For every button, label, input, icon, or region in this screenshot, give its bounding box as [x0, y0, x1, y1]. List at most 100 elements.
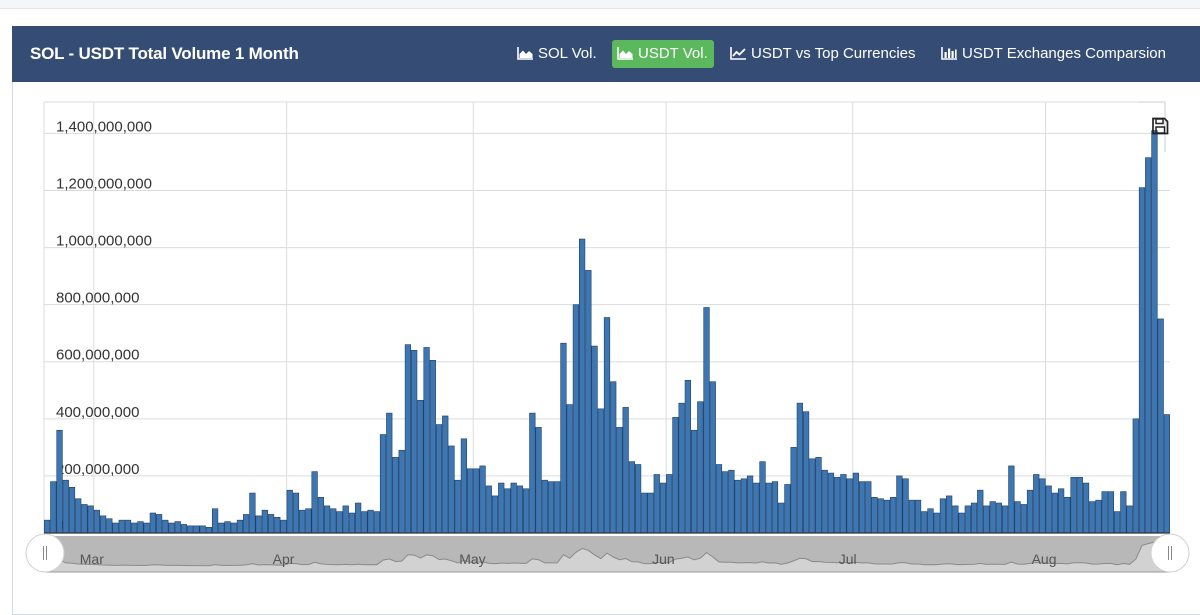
volume-bar — [311, 471, 318, 534]
area-chart-icon — [517, 47, 533, 60]
volume-bar — [740, 478, 747, 534]
volume-bar — [715, 464, 723, 534]
volume-bar — [840, 474, 847, 534]
volume-bar — [249, 492, 256, 534]
month-label: May — [459, 551, 485, 567]
volume-bar — [852, 472, 859, 534]
volume-bar — [933, 512, 940, 534]
volume-bar — [448, 445, 455, 534]
volume-bar — [821, 469, 828, 534]
y-tick-label: 1,200,000,000 — [56, 175, 152, 192]
volume-bar — [1026, 489, 1034, 534]
volume-bar — [180, 524, 188, 534]
save-icon[interactable] — [1150, 116, 1170, 136]
volume-bar — [1082, 482, 1090, 534]
y-tick-label: 800,000,000 — [56, 290, 139, 307]
volume-bar — [1120, 491, 1127, 534]
navigator-handle-right[interactable] — [1150, 533, 1190, 573]
volume-bar — [386, 412, 393, 534]
volume-bar — [373, 511, 380, 534]
volume-bar — [995, 502, 1003, 534]
volume-bar — [815, 457, 822, 534]
volume-bar — [977, 489, 984, 534]
volume-bar — [790, 447, 797, 534]
volume-bar — [1114, 511, 1121, 534]
volume-bar — [902, 478, 909, 534]
volume-bar — [1002, 505, 1009, 534]
tab-usdt-exchanges-comparison[interactable]: USDT Exchanges Comparsion — [941, 40, 1166, 68]
navigator-handle-left[interactable] — [25, 533, 65, 573]
volume-bar — [672, 417, 679, 534]
volume-bar — [348, 512, 356, 534]
volume-bar — [616, 427, 623, 534]
volume-bar — [765, 482, 772, 534]
volume-bar — [921, 511, 928, 534]
volume-bar — [1070, 477, 1077, 534]
volume-bar — [964, 505, 971, 534]
line-chart-icon — [730, 47, 746, 60]
volume-bar — [68, 487, 76, 534]
volume-bar — [641, 492, 648, 534]
volume-bar — [1051, 492, 1059, 534]
volume-bar — [1107, 491, 1115, 534]
month-label: Jul — [839, 551, 857, 567]
volume-bar — [193, 525, 200, 534]
volume-bar — [703, 307, 710, 534]
volume-bar — [417, 399, 424, 534]
volume-bar — [572, 304, 580, 534]
volume-bar — [1039, 478, 1046, 534]
volume-bar — [442, 415, 449, 534]
tab-usdt-vs-top-currencies[interactable]: USDT vs Top Currencies — [730, 40, 916, 68]
volume-bar — [454, 479, 461, 534]
area-chart-icon — [617, 47, 633, 60]
volume-bar — [678, 402, 685, 534]
volume-bar — [224, 521, 231, 534]
volume-bar — [958, 512, 965, 534]
volume-bar — [1033, 474, 1040, 534]
volume-bar — [535, 427, 542, 534]
volume-bar — [411, 350, 418, 534]
volume-bar — [1126, 505, 1133, 534]
month-label: Mar — [80, 551, 104, 567]
volume-bar — [317, 497, 324, 534]
volume-bar — [865, 481, 872, 534]
tab-usdt-vol-label: USDT Vol. — [638, 45, 708, 62]
volume-bar — [753, 482, 760, 534]
volume-bar — [547, 481, 555, 534]
volume-bar — [560, 342, 567, 534]
volume-bar — [485, 485, 492, 534]
volume-bar — [187, 525, 194, 534]
y-tick-label: 1,400,000,000 — [56, 118, 152, 135]
panel-header: SOL - USDT Total Volume 1 Month SOL Vol.… — [12, 26, 1200, 82]
volume-bar — [124, 519, 132, 534]
y-tick-label: 200,000,000 — [56, 461, 139, 478]
tab-usdt-exchanges-comparison-label: USDT Exchanges Comparsion — [962, 45, 1166, 62]
volume-bar — [890, 497, 897, 534]
volume-bar — [1045, 485, 1052, 534]
volume-bar — [429, 360, 436, 534]
volume-bar — [330, 508, 337, 534]
volume-bar — [162, 519, 169, 534]
volume-bar — [634, 464, 642, 534]
volume-bar — [939, 498, 947, 534]
volume-bar — [877, 498, 884, 534]
volume-bar — [131, 522, 138, 534]
volume-bar — [479, 465, 486, 534]
volume-bar — [1089, 501, 1096, 534]
volume-bar — [112, 522, 119, 534]
volume-bar — [1151, 130, 1158, 534]
volume-bar — [728, 469, 735, 534]
volume-bar — [709, 381, 716, 534]
volume-bar — [50, 481, 57, 534]
volume-bar — [809, 458, 816, 534]
tab-usdt-vol[interactable]: USDT Vol. — [612, 40, 714, 68]
volume-bar — [1058, 488, 1065, 534]
volume-bar — [211, 508, 219, 534]
tab-sol-vol[interactable]: SOL Vol. — [517, 40, 597, 68]
volume-bar — [398, 449, 405, 534]
y-tick-label: 1,000,000,000 — [56, 233, 152, 250]
volume-bar — [908, 499, 915, 534]
export-button-frame — [1138, 101, 1166, 152]
volume-bar — [579, 238, 586, 534]
